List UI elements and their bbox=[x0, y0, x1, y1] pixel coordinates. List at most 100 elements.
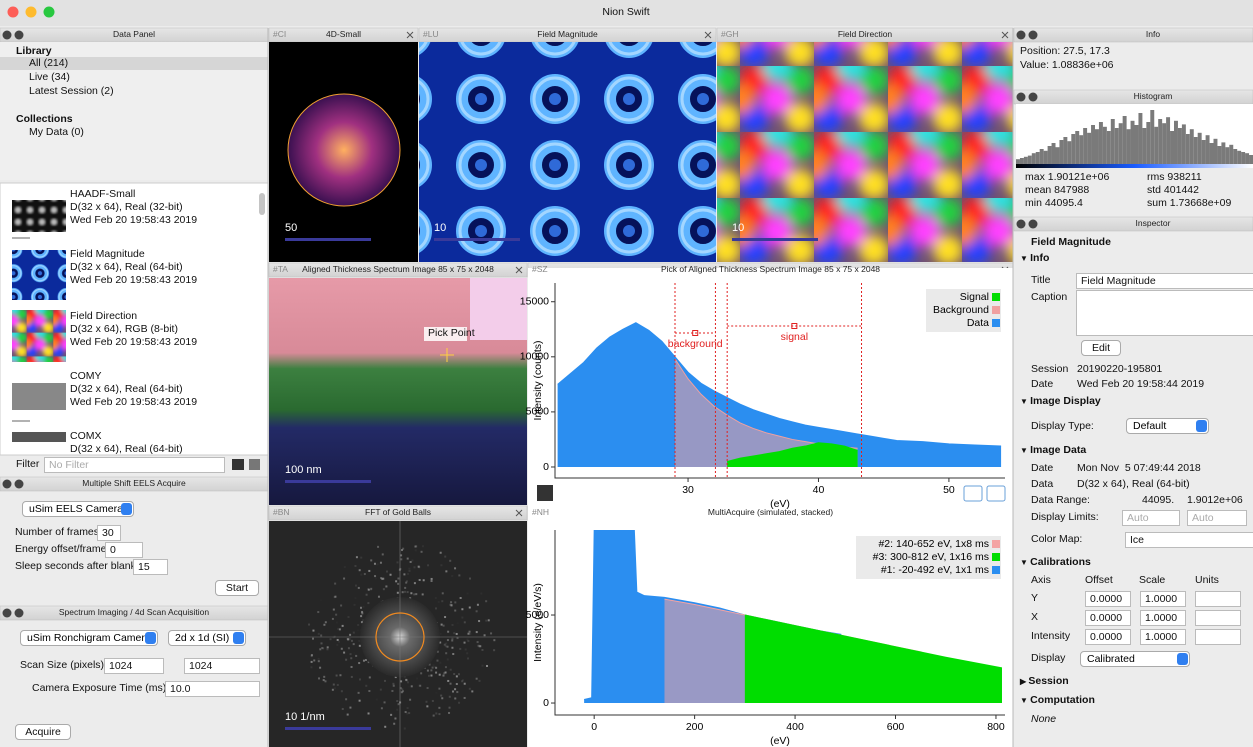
fft-speckle bbox=[432, 667, 434, 669]
fft-speckle bbox=[415, 545, 417, 547]
text-field[interactable]: Auto bbox=[1187, 510, 1247, 526]
fft-speckle bbox=[461, 608, 463, 610]
dropdown[interactable]: uSim Ronchigram Camera bbox=[20, 630, 158, 646]
library-item: All (214) bbox=[29, 57, 68, 70]
fft-speckle bbox=[334, 596, 336, 598]
fft-speckle bbox=[449, 560, 451, 562]
fft-speckle bbox=[433, 664, 435, 666]
text-field[interactable]: 30 bbox=[97, 525, 121, 541]
fft-speckle bbox=[464, 697, 466, 699]
text-field[interactable]: 0.0000 bbox=[1085, 629, 1131, 645]
dropdown[interactable]: Default bbox=[1126, 418, 1209, 434]
panel-title: Inspector bbox=[1136, 217, 1171, 230]
icon bbox=[1029, 220, 1038, 229]
item-desc: D(32 x 64), RGB (8-bit) bbox=[70, 323, 178, 336]
histogram-bar bbox=[1158, 119, 1162, 164]
fft-speckle bbox=[481, 649, 483, 651]
histogram-bar bbox=[1024, 157, 1028, 164]
histogram-bar bbox=[1048, 146, 1052, 164]
fft-speckle bbox=[431, 578, 433, 580]
text-field[interactable]: Ice bbox=[1125, 532, 1253, 548]
column-header: Scale bbox=[1139, 574, 1165, 587]
fft-speckle bbox=[469, 607, 471, 609]
fft-speckle bbox=[469, 688, 471, 690]
text-field[interactable]: 0.0000 bbox=[1085, 591, 1131, 607]
button[interactable]: Edit bbox=[1081, 340, 1121, 356]
fft-speckle bbox=[441, 697, 443, 699]
fft-speckle bbox=[458, 702, 460, 704]
units-field[interactable] bbox=[1195, 591, 1241, 607]
label: Display Type: bbox=[1031, 420, 1094, 433]
scrollbar bbox=[259, 193, 265, 215]
fft-speckle bbox=[428, 675, 430, 677]
fft-speckle bbox=[435, 692, 437, 694]
fft-speckle bbox=[415, 724, 417, 726]
fft-speckle bbox=[427, 564, 429, 566]
histogram-bar bbox=[1245, 153, 1249, 164]
legend-label: Background bbox=[933, 304, 989, 316]
histogram-bar bbox=[1036, 152, 1040, 164]
button[interactable]: Acquire bbox=[15, 724, 71, 740]
fft-speckle bbox=[351, 676, 353, 678]
display-title: MultiAcquire (simulated, stacked) bbox=[708, 506, 833, 519]
histogram-bar bbox=[1194, 137, 1198, 164]
text-field[interactable]: 1024 bbox=[184, 658, 260, 674]
text-field[interactable]: Auto bbox=[1122, 510, 1180, 526]
histogram-bar bbox=[1138, 113, 1142, 164]
text-field[interactable]: No Filter bbox=[44, 457, 225, 473]
thumbnail bbox=[12, 383, 66, 410]
app-window: 050001000015000304050(eV)Intensity (coun… bbox=[0, 0, 1253, 747]
text-field[interactable]: 1024 bbox=[104, 658, 164, 674]
caption-field[interactable] bbox=[1076, 290, 1253, 336]
fft-speckle bbox=[410, 592, 412, 594]
units-field[interactable] bbox=[1195, 629, 1241, 645]
fft-speckle bbox=[404, 728, 406, 730]
fft-speckle bbox=[354, 604, 356, 606]
fft-speckle bbox=[490, 632, 492, 634]
fft-speckle bbox=[374, 575, 376, 577]
fft-speckle bbox=[418, 685, 420, 687]
fft-speckle bbox=[478, 620, 480, 622]
fft-speckle bbox=[485, 600, 487, 602]
legend-swatch bbox=[992, 553, 1000, 561]
text-field[interactable]: Field Magnitude bbox=[1076, 273, 1253, 289]
fft-speckle bbox=[438, 601, 440, 603]
fft-speckle bbox=[432, 700, 434, 702]
display-id: #CI bbox=[273, 28, 286, 41]
button[interactable]: Start bbox=[215, 580, 259, 596]
label: Wed Feb 20 19:58:44 2019 bbox=[1077, 378, 1204, 391]
fft-speckle bbox=[347, 638, 349, 640]
dropdown[interactable]: Calibrated bbox=[1080, 651, 1190, 667]
fft-speckle bbox=[370, 588, 372, 590]
text-field[interactable]: 0.0000 bbox=[1085, 610, 1131, 626]
histogram-bar bbox=[1020, 158, 1024, 164]
text-field[interactable]: 10.0 bbox=[165, 681, 260, 697]
fft-speckle bbox=[454, 601, 456, 603]
text-field[interactable]: 15 bbox=[133, 559, 168, 575]
legend-label: #2: 140-652 eV, 1x8 ms bbox=[878, 538, 989, 550]
x-tick-label: 50 bbox=[943, 484, 955, 496]
units-field[interactable] bbox=[1195, 610, 1241, 626]
text-field[interactable]: 1.0000 bbox=[1140, 610, 1186, 626]
fft-speckle bbox=[402, 591, 404, 593]
fft-speckle bbox=[486, 665, 488, 667]
fft-speckle bbox=[318, 658, 320, 660]
fft-speckle bbox=[355, 655, 357, 657]
fft-speckle bbox=[439, 674, 441, 676]
fft-speckle bbox=[360, 557, 362, 559]
fft-speckle bbox=[350, 657, 352, 659]
dropdown[interactable]: 2d x 1d (SI) bbox=[168, 630, 246, 646]
inspector-name: Field Magnitude bbox=[1031, 236, 1111, 249]
fft-speckle bbox=[332, 618, 334, 620]
text-field[interactable]: 1.0000 bbox=[1140, 629, 1186, 645]
fft-speckle bbox=[467, 593, 469, 595]
fft-speckle bbox=[318, 633, 320, 635]
panel-title: Spectrum Imaging / 4d Scan Acquisition bbox=[59, 606, 209, 619]
text-field[interactable]: 1.0000 bbox=[1140, 591, 1186, 607]
image-thickness-patch bbox=[470, 278, 527, 340]
dropdown[interactable]: uSim EELS Camera bbox=[22, 501, 134, 517]
fft-speckle bbox=[471, 690, 473, 692]
fft-speckle bbox=[451, 575, 453, 577]
fft-speckle bbox=[439, 662, 441, 664]
text-field[interactable]: 0 bbox=[105, 542, 143, 558]
